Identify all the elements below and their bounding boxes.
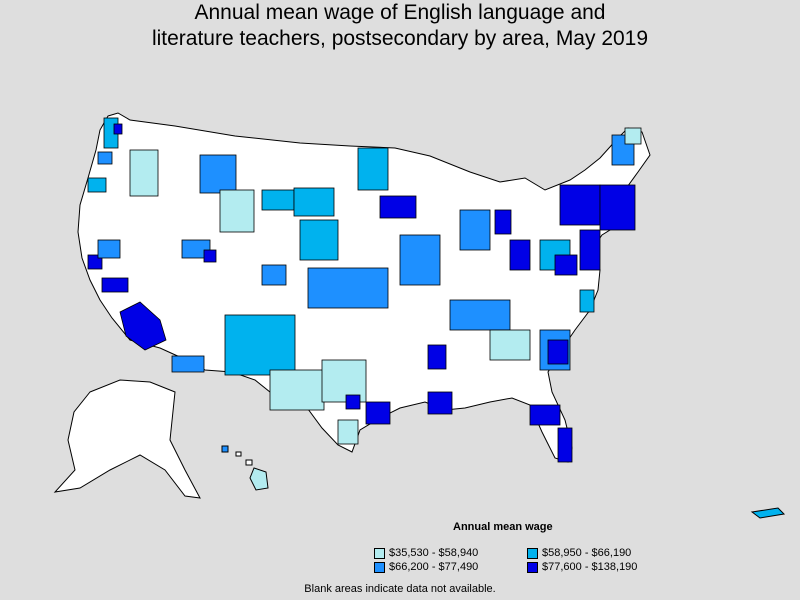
footnote: Blank areas indicate data not available. [304, 583, 496, 595]
legend-item-1: $35,530 - $58,940 [374, 547, 478, 559]
legend-item-2: $58,950 - $66,190 [527, 547, 631, 559]
legend-swatch-4 [527, 561, 538, 573]
title-line-1: Annual mean wage of English language and [194, 1, 606, 24]
legend-item-4: $77,600 - $138,190 [527, 561, 637, 573]
legend-swatch-3 [374, 561, 385, 573]
legend-swatch-2 [527, 547, 538, 559]
legend-title: Annual mean wage [453, 521, 553, 533]
legend-item-3: $66,200 - $77,490 [374, 561, 478, 573]
legend-label-4: $77,600 - $138,190 [542, 561, 638, 573]
legend-swatch-1 [374, 547, 385, 559]
puerto-rico [750, 507, 786, 519]
wage-areas [87, 117, 642, 463]
map-title: Annual mean wage of English language and… [0, 0, 800, 52]
legend-label-3: $66,200 - $77,490 [389, 561, 479, 573]
alaska-outline [53, 379, 201, 499]
legend-label-2: $58,950 - $66,190 [542, 547, 632, 559]
hawaii-islands [221, 445, 269, 491]
title-line-2: literature teachers, postsecondary by ar… [151, 27, 649, 50]
legend-label-1: $35,530 - $58,940 [389, 547, 479, 559]
